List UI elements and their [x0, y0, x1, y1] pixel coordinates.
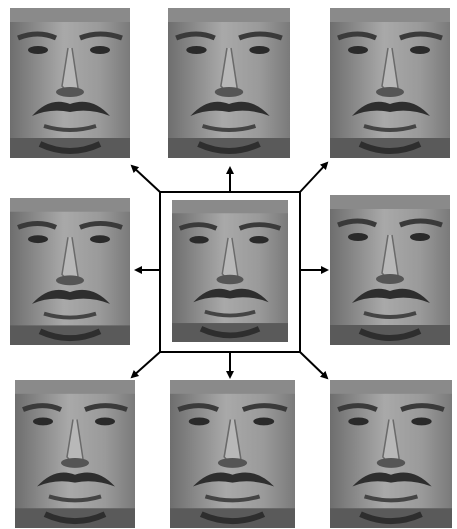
arrow — [130, 164, 161, 193]
face-image — [330, 380, 452, 528]
face-image — [330, 8, 450, 158]
arrow — [299, 161, 329, 193]
face-image — [170, 380, 295, 528]
arrows — [130, 161, 329, 380]
face-image — [172, 200, 288, 342]
face-image — [10, 198, 130, 345]
arrow — [299, 351, 329, 380]
face-image — [330, 195, 450, 345]
face-image — [15, 380, 135, 528]
face-image — [168, 8, 290, 158]
face-image — [10, 8, 130, 158]
arrow — [130, 351, 161, 379]
